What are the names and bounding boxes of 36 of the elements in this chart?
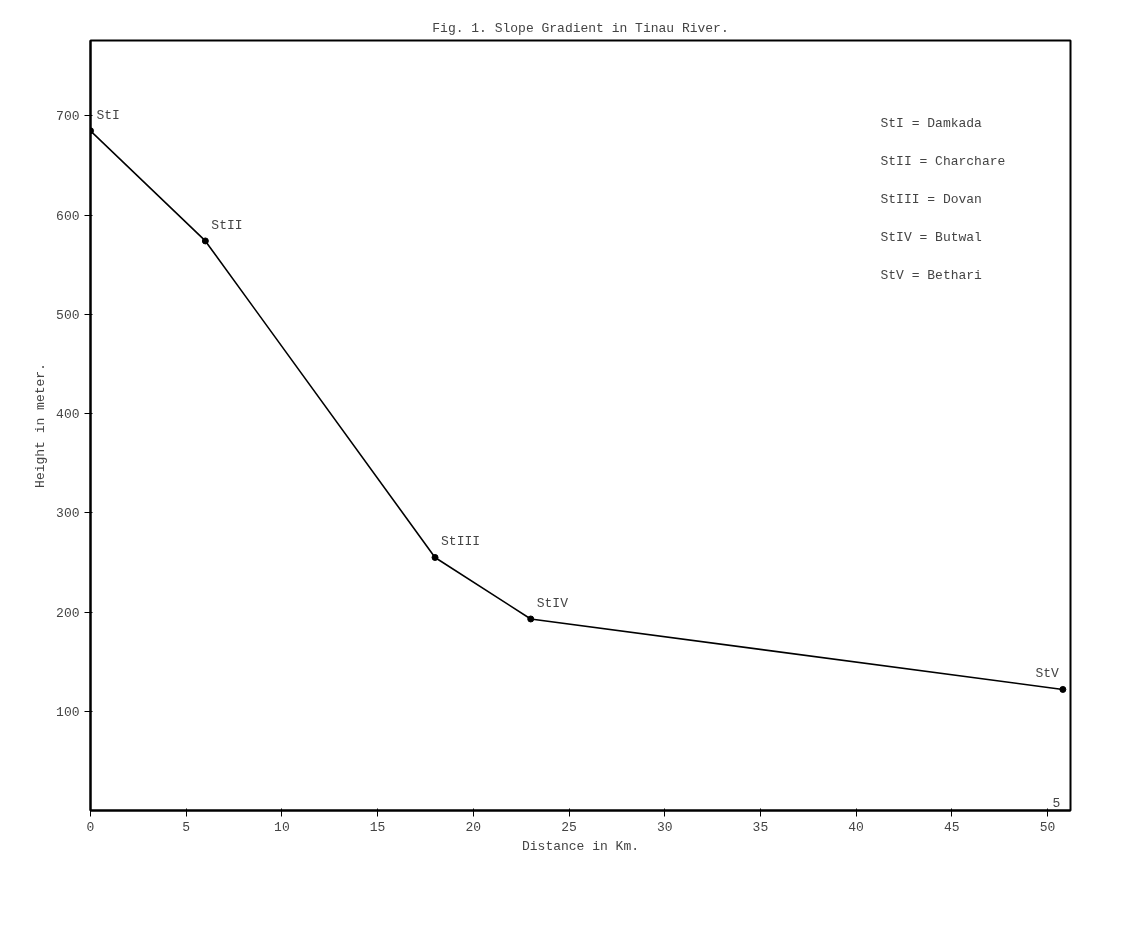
x-tick-label: 15 [369,819,386,835]
y-tick-label: 100 [56,704,80,720]
y-tick-label: 200 [56,605,80,621]
annotation: StIII = Dovan [880,191,982,207]
annotation: StV = Bethari [880,267,983,283]
y-tick-label: 700 [56,109,80,125]
y-tick-label: 500 [56,307,80,323]
point [201,237,209,245]
y-tick-label: 400 [56,407,80,423]
point [1059,685,1067,693]
annotation: StII [211,217,243,233]
x-tick-label: 45 [944,819,960,835]
x-axis-title: Distance in Km. [521,838,640,854]
annotation: StIV [536,595,569,611]
x-tick-label: 25 [561,819,577,835]
annotation: StI = Damkada [880,115,983,131]
annotation: StIV = Butwal [880,229,983,245]
chart-title: Fig. 1. Slope Gradient in Tinau River. [432,20,729,36]
x-tick-label: 0 [86,819,95,835]
y-axis-title: Height in meter. [33,363,49,488]
x-tick-label: 50 [1039,819,1056,835]
point [527,615,535,623]
x-tick-label: 40 [848,819,864,835]
y-tick-label: 300 [56,506,80,522]
x-tick-label: 35 [752,819,769,835]
annotation: 5 [1052,795,1061,811]
annotation: StII = Charchare [880,153,1006,169]
annotation: StIII [441,534,481,550]
x-tick-label: 10 [274,819,290,835]
y-tick-label: 600 [56,208,80,224]
x-tick-label: 20 [465,819,482,835]
point [431,553,439,561]
annotation: StV [1035,666,1060,682]
x-tick-label: 30 [656,819,673,835]
x-tick-label: 5 [182,819,191,835]
annotation: StI [96,107,120,123]
